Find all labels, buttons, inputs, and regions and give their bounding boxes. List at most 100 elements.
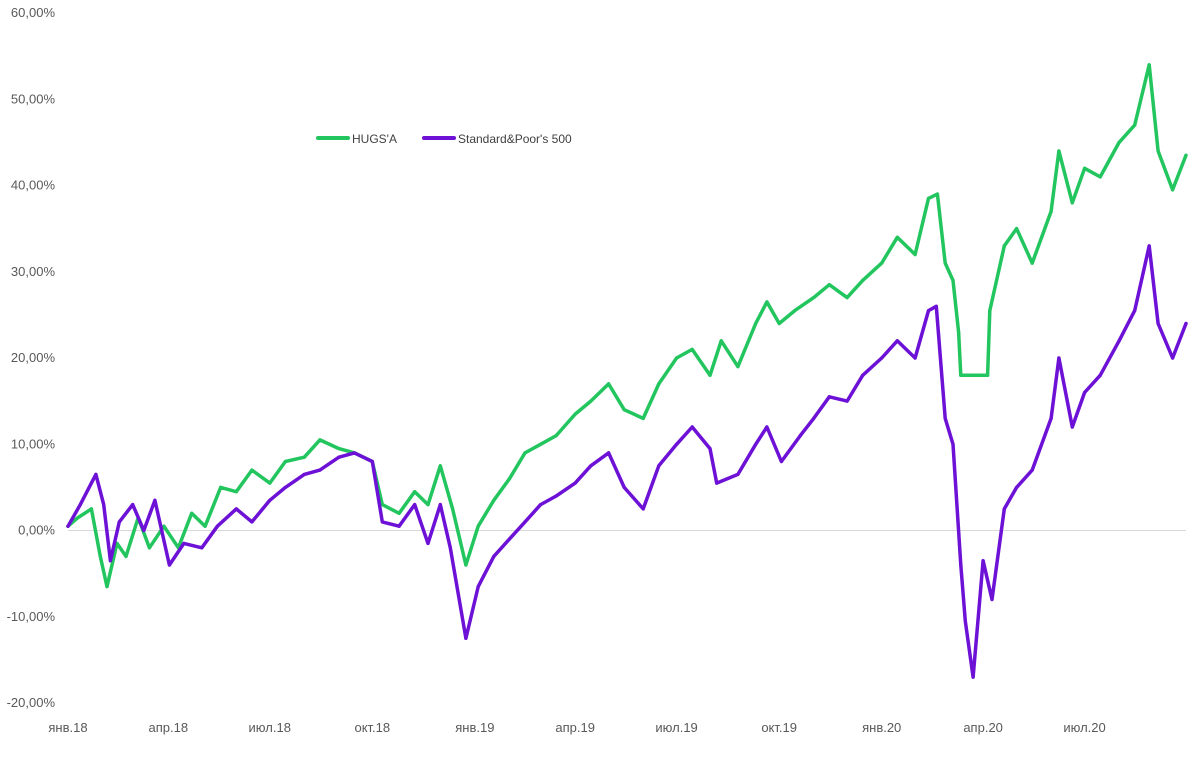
data-point	[798, 434, 802, 438]
data-point	[318, 468, 322, 472]
data-point	[413, 503, 417, 507]
data-point	[1098, 373, 1102, 377]
data-point	[845, 399, 849, 403]
data-point	[268, 481, 272, 485]
x-tick-label: июл.18	[249, 720, 291, 735]
data-point	[926, 309, 931, 313]
data-point	[380, 503, 384, 507]
data-point	[690, 425, 694, 429]
data-point	[765, 300, 769, 304]
data-point	[182, 541, 186, 546]
data-point	[657, 382, 661, 386]
data-point	[951, 442, 955, 446]
data-point	[657, 464, 661, 468]
y-tick-label: 20,00%	[11, 350, 56, 365]
data-point	[438, 503, 442, 507]
data-point	[607, 382, 611, 386]
x-tick-label: апр.20	[963, 720, 1003, 735]
data-point	[845, 296, 849, 300]
data-point	[641, 507, 645, 511]
data-point	[234, 507, 238, 511]
data-point	[990, 597, 994, 602]
data-point	[895, 235, 899, 239]
data-point	[895, 339, 899, 343]
x-tick-label: апр.19	[555, 720, 595, 735]
x-tick-label: янв.19	[455, 720, 494, 735]
data-point	[200, 546, 204, 550]
data-point	[981, 559, 985, 563]
series-line	[66, 63, 1188, 589]
data-point	[1156, 321, 1160, 326]
y-tick-label: 10,00%	[11, 436, 56, 451]
legend-item-hugs: HUGS'A	[316, 132, 397, 146]
data-point	[476, 524, 480, 528]
data-point	[507, 477, 511, 481]
x-tick-label: окт.19	[761, 720, 797, 735]
data-point	[523, 451, 527, 455]
y-axis-labels: 60,00% 50,00% 40,00% 30,00% 20,00% 10,00% 0,00…	[7, 5, 56, 710]
data-point	[754, 442, 758, 446]
data-point	[426, 541, 430, 546]
data-point	[283, 459, 287, 464]
data-point	[554, 434, 558, 438]
data-point	[1147, 244, 1151, 248]
data-point	[573, 412, 577, 416]
data-point	[283, 485, 287, 489]
data-point	[190, 511, 194, 515]
data-point	[131, 503, 135, 507]
data-point	[812, 296, 816, 300]
data-point	[1184, 153, 1188, 157]
series-lines	[66, 63, 1188, 679]
data-point	[250, 520, 254, 524]
data-point	[986, 373, 990, 377]
data-point	[675, 442, 679, 446]
data-point	[641, 416, 645, 420]
y-tick-label: 40,00%	[11, 178, 56, 193]
data-point	[1098, 175, 1102, 179]
data-point	[1117, 339, 1121, 343]
data-point	[607, 451, 611, 455]
x-tick-label: янв.20	[862, 720, 901, 735]
data-point	[1070, 201, 1074, 205]
data-point	[1184, 321, 1188, 326]
data-point	[777, 321, 781, 326]
data-point	[215, 524, 219, 528]
data-point	[302, 455, 306, 459]
data-point	[153, 498, 157, 502]
data-point	[827, 395, 831, 399]
data-point	[1171, 188, 1175, 192]
data-point	[105, 585, 109, 589]
data-point	[943, 261, 947, 265]
data-point	[102, 503, 106, 507]
data-point	[464, 563, 468, 567]
data-point	[464, 636, 468, 640]
data-point	[708, 447, 712, 451]
data-point	[1030, 468, 1034, 472]
series-hugs	[66, 63, 1188, 589]
data-point	[89, 481, 93, 485]
data-point	[203, 524, 207, 528]
data-point	[370, 459, 374, 464]
data-point	[913, 356, 917, 360]
data-point	[957, 330, 961, 334]
data-point	[1057, 356, 1061, 360]
x-tick-label: апр.18	[149, 720, 189, 735]
data-point	[1147, 63, 1151, 67]
data-point	[167, 563, 171, 567]
data-point	[861, 373, 865, 377]
y-tick-label: 0,00%	[18, 523, 55, 538]
data-point	[779, 459, 784, 464]
data-point	[554, 494, 558, 498]
data-point	[66, 524, 70, 528]
legend-label-sp500: Standard&Poor's 500	[458, 132, 572, 146]
data-point	[754, 321, 758, 326]
data-point	[448, 546, 452, 550]
data-point	[1015, 485, 1019, 489]
data-point	[337, 447, 341, 451]
x-axis-labels: янв.18 апр.18 июл.18 окт.18 янв.19 апр.19 июл.…	[48, 720, 1105, 735]
data-point	[913, 252, 917, 257]
data-point	[302, 472, 306, 476]
data-point	[147, 546, 151, 550]
data-point	[380, 520, 384, 524]
